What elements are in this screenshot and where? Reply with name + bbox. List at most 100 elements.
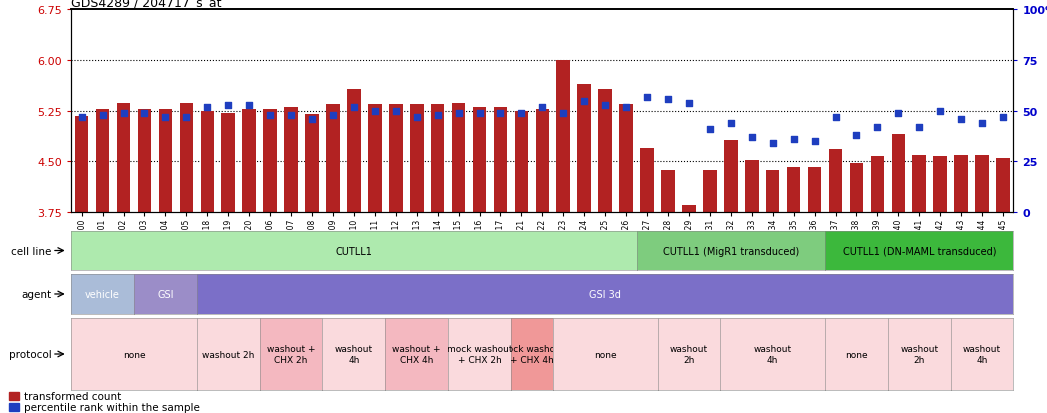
Point — [848, 133, 865, 139]
Text: mock washout
+ CHX 4h: mock washout + CHX 4h — [499, 344, 564, 364]
Bar — [264, 110, 276, 213]
Bar — [410, 105, 423, 213]
Point — [953, 116, 970, 123]
Point — [73, 114, 90, 121]
Bar — [829, 150, 842, 213]
Bar — [557, 61, 571, 213]
Point — [660, 96, 676, 103]
Point — [262, 112, 279, 119]
Text: washout +
CHX 2h: washout + CHX 2h — [267, 344, 315, 364]
Text: agent: agent — [21, 289, 51, 299]
Bar — [306, 115, 318, 213]
Bar — [96, 109, 110, 213]
Point — [450, 110, 467, 117]
Point — [618, 104, 634, 111]
Text: protocol: protocol — [8, 349, 51, 359]
Point — [136, 110, 153, 117]
Bar — [787, 168, 800, 213]
Point — [932, 108, 949, 115]
Bar — [662, 171, 675, 213]
Bar — [137, 109, 151, 213]
Point — [283, 112, 299, 119]
Bar — [536, 109, 550, 213]
Point — [304, 116, 320, 123]
Bar — [745, 161, 759, 213]
Bar — [159, 109, 172, 213]
Point — [178, 114, 195, 121]
Point — [576, 98, 593, 105]
Point — [346, 104, 362, 111]
Text: washout
4h: washout 4h — [963, 344, 1001, 364]
Bar — [599, 90, 612, 213]
Point — [764, 140, 781, 147]
Text: GSI: GSI — [157, 289, 174, 299]
Bar — [180, 103, 194, 213]
Bar — [765, 171, 779, 213]
Bar — [8, 392, 19, 401]
Bar — [997, 159, 1009, 213]
Point — [241, 102, 258, 109]
Point — [785, 137, 802, 143]
Point — [806, 139, 823, 145]
Bar — [431, 105, 444, 213]
Text: washout
4h: washout 4h — [754, 344, 792, 364]
Point — [639, 94, 655, 101]
Point — [701, 126, 718, 133]
Bar — [578, 85, 591, 213]
Text: none: none — [594, 350, 617, 358]
Text: vehicle: vehicle — [85, 289, 120, 299]
Point — [869, 124, 886, 131]
Text: transformed count: transformed count — [24, 391, 120, 401]
Bar — [892, 135, 905, 213]
Point — [366, 108, 383, 115]
Text: GSI 3d: GSI 3d — [589, 289, 621, 299]
Text: washout
2h: washout 2h — [900, 344, 938, 364]
Bar — [75, 116, 89, 213]
Bar — [369, 105, 381, 213]
Point — [681, 100, 697, 107]
Point — [429, 112, 446, 119]
Bar — [725, 140, 737, 213]
Bar — [348, 90, 360, 213]
Bar — [871, 157, 884, 213]
Text: washout
4h: washout 4h — [335, 344, 373, 364]
Bar — [201, 112, 215, 213]
Text: none: none — [845, 350, 868, 358]
Bar — [473, 108, 486, 213]
Text: washout 2h: washout 2h — [202, 350, 254, 358]
Point — [995, 114, 1011, 121]
Bar — [955, 155, 967, 213]
Text: washout +
CHX 4h: washout + CHX 4h — [393, 344, 441, 364]
Text: none: none — [122, 350, 146, 358]
Point — [492, 110, 509, 117]
Bar — [850, 164, 863, 213]
Text: mock washout
+ CHX 2h: mock washout + CHX 2h — [447, 344, 512, 364]
Bar — [117, 103, 131, 213]
Point — [408, 114, 425, 121]
Text: GDS4289 / 204717_s_at: GDS4289 / 204717_s_at — [71, 0, 222, 9]
Point — [597, 102, 614, 109]
Point — [115, 110, 132, 117]
Bar — [515, 112, 528, 213]
Point — [94, 112, 111, 119]
Point — [325, 112, 341, 119]
Bar — [327, 105, 339, 213]
Bar — [641, 149, 653, 213]
Point — [911, 124, 928, 131]
Text: washout
2h: washout 2h — [670, 344, 708, 364]
Point — [890, 110, 907, 117]
Point — [827, 114, 844, 121]
Point — [199, 104, 216, 111]
Bar — [808, 168, 822, 213]
Point — [220, 102, 237, 109]
Bar — [285, 108, 298, 213]
Bar — [704, 171, 717, 213]
Bar — [912, 155, 926, 213]
Bar — [934, 157, 948, 213]
Point — [743, 135, 760, 141]
Point — [513, 110, 530, 117]
Bar — [452, 103, 465, 213]
Point — [974, 120, 990, 127]
Bar — [243, 109, 257, 213]
Bar — [222, 114, 236, 213]
